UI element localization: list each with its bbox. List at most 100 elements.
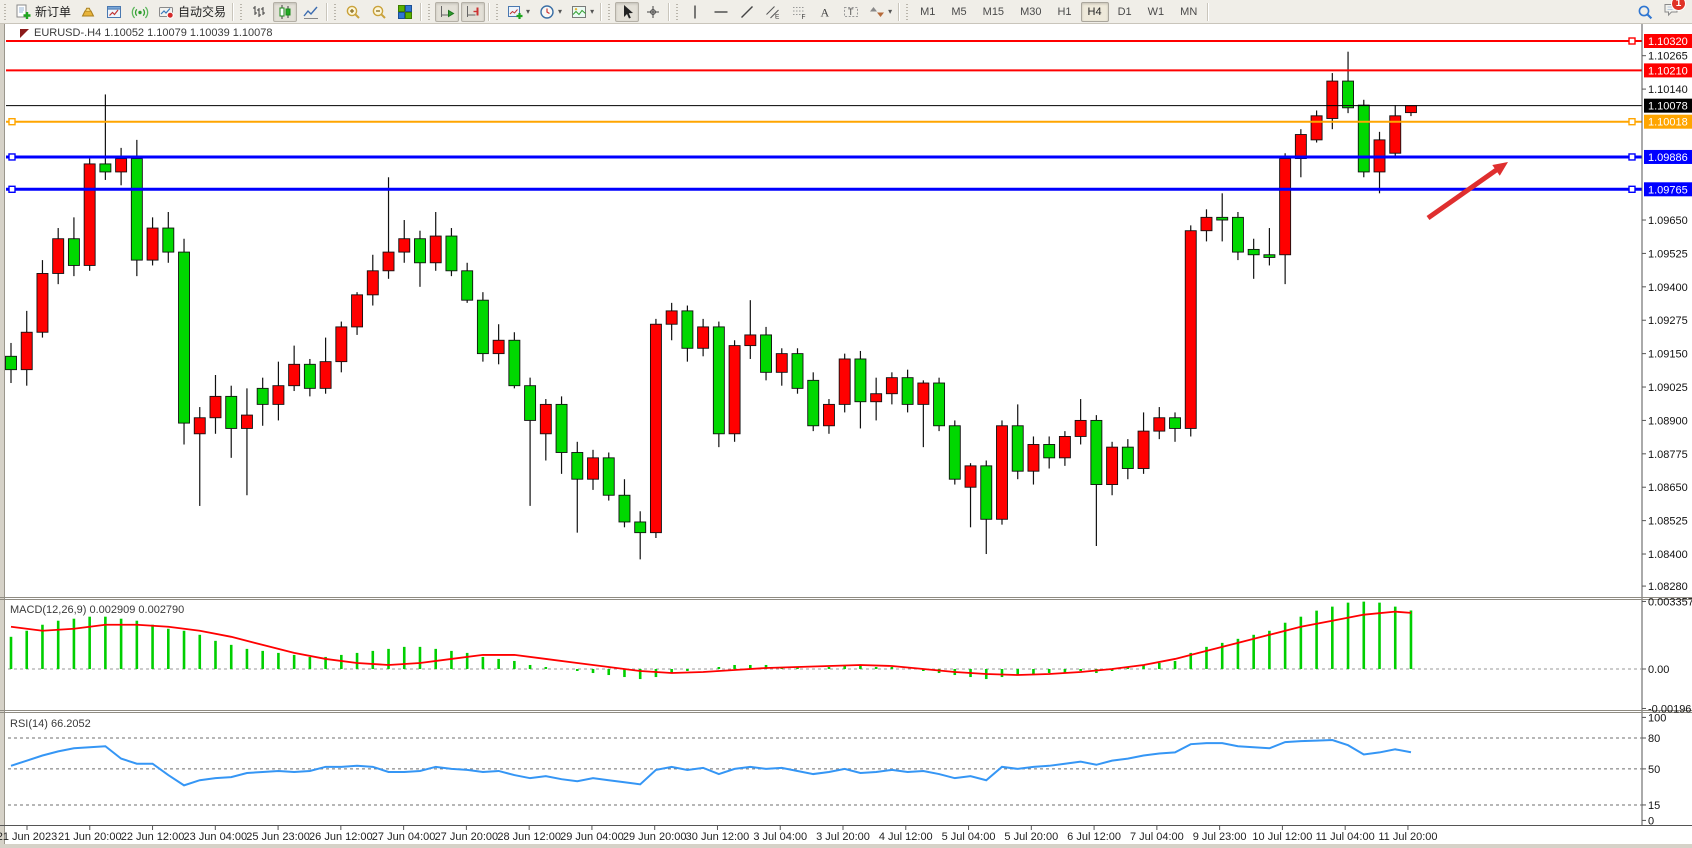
time-tick-label: 3 Jul 04:00 xyxy=(753,831,807,843)
candlestick-button[interactable] xyxy=(273,1,298,22)
trendline-icon xyxy=(738,3,756,21)
new-chart-button[interactable]: ▾ xyxy=(503,2,533,22)
line-handle[interactable] xyxy=(1628,153,1636,161)
tf-h4-button[interactable]: H4 xyxy=(1080,1,1109,22)
crosshair-button[interactable] xyxy=(641,2,665,22)
line-handle[interactable] xyxy=(1628,117,1636,126)
toolbar-grip xyxy=(3,3,8,20)
price-badge-label: 1.10078 xyxy=(1648,101,1688,113)
channel-button[interactable]: E xyxy=(761,2,785,22)
time-tick-label: 11 Jul 20:00 xyxy=(1378,831,1437,843)
search-button[interactable] xyxy=(1633,2,1657,22)
time-scale[interactable] xyxy=(5,826,1692,844)
price-tick-label: 1.09025 xyxy=(1648,382,1688,394)
rsi-indicator-label: RSI(14) 66.2052 xyxy=(10,718,91,730)
line-handle[interactable] xyxy=(8,185,16,193)
horizontal-line-button[interactable] xyxy=(709,2,733,22)
rsi-tick-label: 0 xyxy=(1648,815,1654,827)
notifications-button[interactable]: 1 xyxy=(1659,0,1686,22)
toolbar-grip xyxy=(333,3,339,20)
price-badge xyxy=(1644,98,1692,113)
toolbar-separator xyxy=(1207,2,1210,21)
tf-w1-button[interactable]: W1 xyxy=(1141,2,1172,22)
price-badge-label: 1.10018 xyxy=(1648,117,1688,129)
line-handle[interactable] xyxy=(1628,37,1636,45)
bar-chart-button[interactable] xyxy=(247,2,271,22)
text-button[interactable]: A xyxy=(813,2,837,22)
toolbar-grip xyxy=(239,3,245,20)
line-handle[interactable] xyxy=(1628,185,1636,193)
text-label-button[interactable]: T xyxy=(839,2,863,22)
time-tick-label: 4 Jul 12:00 xyxy=(879,831,933,843)
chart-window[interactable]: 1.10265 1.10140 1.09650 1.09525 1.09400 1.092… xyxy=(0,24,1692,848)
price-badge xyxy=(1644,149,1692,164)
hline-1.09765[interactable] xyxy=(6,185,1642,193)
chart-canvas[interactable]: 1.10265 1.10140 1.09650 1.09525 1.09400 1.092… xyxy=(0,24,1692,848)
tf-h1-button-label: H1 xyxy=(1057,5,1072,18)
hline-1.10320[interactable] xyxy=(6,37,1642,45)
tf-w1-button-label: W1 xyxy=(1147,5,1165,18)
chart-shift-icon xyxy=(464,3,482,21)
annotation-arrow[interactable] xyxy=(1426,162,1508,221)
signals-button[interactable] xyxy=(128,2,152,22)
shapes-button[interactable]: ▾ xyxy=(865,2,895,22)
gold-ingot-icon xyxy=(79,3,97,21)
autotrading-icon xyxy=(157,3,175,21)
cursor-icon xyxy=(618,3,636,21)
hline-1.09886[interactable] xyxy=(6,153,1642,161)
tf-mn-button[interactable]: MN xyxy=(1173,2,1204,22)
period-dropdown-button[interactable]: ▾ xyxy=(535,2,565,22)
auto-scroll-button[interactable] xyxy=(435,1,460,22)
fibonacci-button[interactable]: F xyxy=(787,2,811,22)
zoom-in-button[interactable] xyxy=(341,2,365,22)
signal-icon xyxy=(131,3,149,21)
charts-window-button[interactable] xyxy=(102,2,126,22)
toolbar-separator xyxy=(600,2,603,21)
tf-m30-button[interactable]: M30 xyxy=(1013,2,1048,22)
price-badge-label: 1.09765 xyxy=(1648,184,1688,196)
price-tick-label: 1.09650 xyxy=(1648,215,1688,227)
window-left-border xyxy=(0,24,4,848)
label-icon: T xyxy=(842,3,860,21)
tf-mn-button-label: MN xyxy=(1180,5,1198,18)
toolbar-grip xyxy=(495,3,501,20)
time-tick-label: 23 Jun 04:00 xyxy=(183,831,247,843)
tile-windows-button[interactable] xyxy=(393,2,417,22)
chart-shift-button[interactable] xyxy=(461,1,486,22)
one-click-trading-icon[interactable] xyxy=(20,28,29,38)
toolbar-separator xyxy=(232,2,235,21)
line-chart-button[interactable] xyxy=(299,2,323,22)
new-order-button[interactable]: 新订单 xyxy=(11,2,74,22)
vertical-line-button[interactable] xyxy=(683,2,707,22)
cursor-button[interactable] xyxy=(615,1,640,22)
price-badge xyxy=(1644,182,1692,197)
autotrading-button[interactable]: 自动交易 xyxy=(154,2,229,22)
line-handle[interactable] xyxy=(8,153,16,161)
fibo-icon: F xyxy=(790,3,808,21)
tf-d1-button[interactable]: D1 xyxy=(1111,2,1139,22)
template-icon xyxy=(570,3,588,21)
rsi-tick-label: 15 xyxy=(1648,800,1660,812)
tile-windows-icon xyxy=(396,3,414,21)
tf-m5-button[interactable]: M5 xyxy=(944,2,973,22)
zoom-out-button[interactable] xyxy=(367,2,391,22)
tf-h1-button[interactable]: H1 xyxy=(1050,2,1078,22)
line-chart-icon xyxy=(302,3,320,21)
hline-1.10018[interactable] xyxy=(6,117,1642,126)
trendline-button[interactable] xyxy=(735,2,759,22)
crosshair-icon xyxy=(644,3,662,21)
tf-m1-button[interactable]: M1 xyxy=(913,2,942,22)
toolbar-separator xyxy=(898,2,901,21)
rsi-line xyxy=(10,739,1412,787)
macd-indicator-label: MACD(12,26,9) 0.002909 0.002790 xyxy=(10,604,185,616)
vline-icon xyxy=(686,3,704,21)
market-watch-button[interactable] xyxy=(76,2,100,22)
tf-m15-button[interactable]: M15 xyxy=(976,2,1011,22)
hline-icon xyxy=(712,3,730,21)
line-handle[interactable] xyxy=(8,117,16,126)
time-tick-label: 9 Jul 23:00 xyxy=(1193,831,1247,843)
chart-window-icon xyxy=(105,3,123,21)
template-dropdown-button[interactable]: ▾ xyxy=(567,2,597,22)
tf-h4-button-label: H4 xyxy=(1087,5,1102,18)
